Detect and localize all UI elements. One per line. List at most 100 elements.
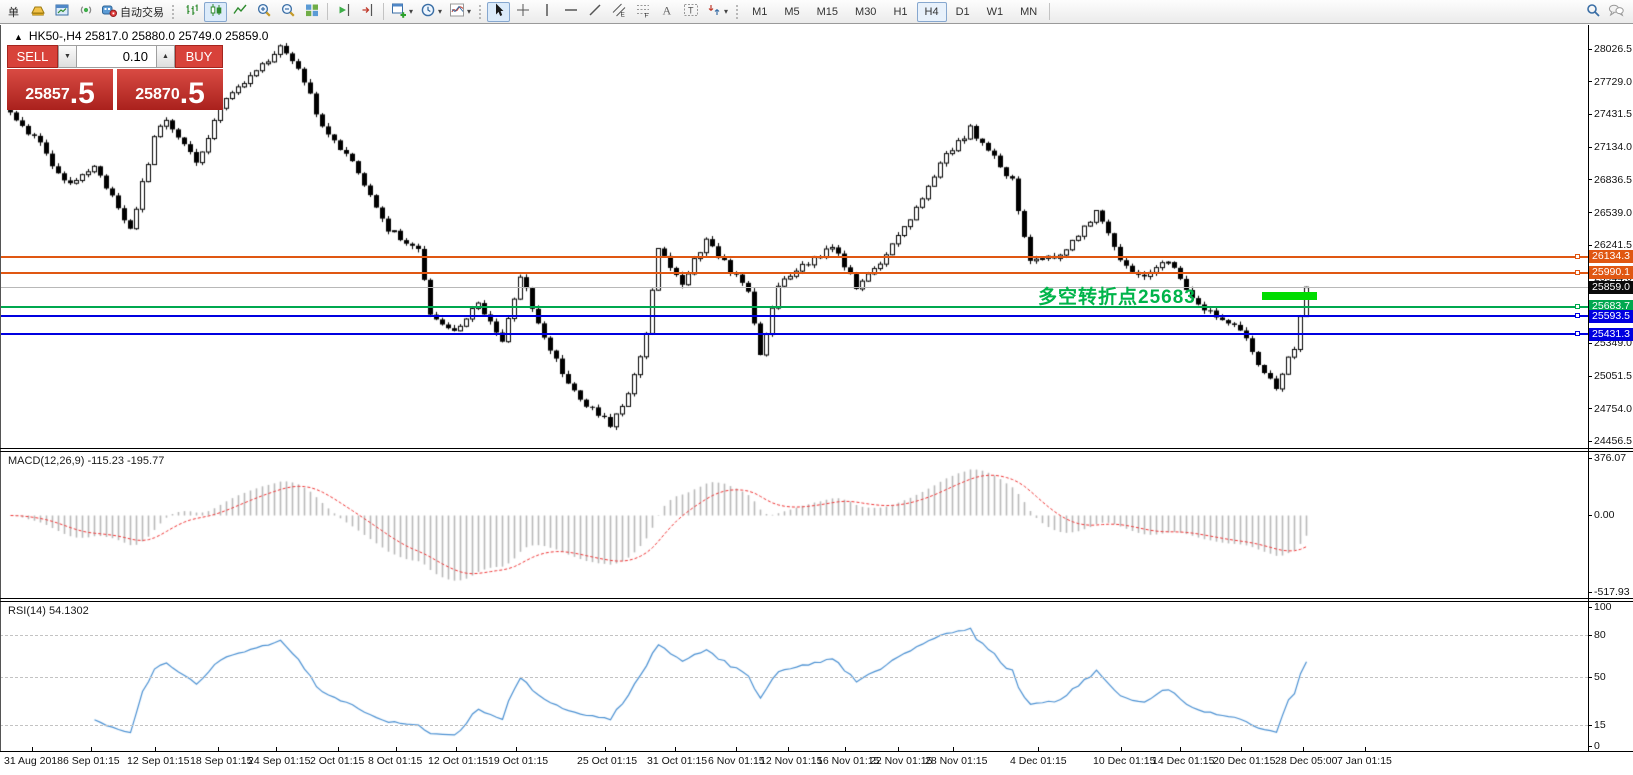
timeframe-m1-button[interactable]: M1 xyxy=(752,5,768,18)
text-icon: A xyxy=(659,2,675,21)
sell-price-display[interactable]: 25857.5 xyxy=(7,69,113,110)
volume-input[interactable] xyxy=(77,45,156,68)
macd-indicator-chart[interactable] xyxy=(0,452,1588,598)
price-badge: 25990.1 xyxy=(1589,266,1633,280)
resistance-line-1[interactable] xyxy=(0,253,1588,259)
text-label-button[interactable]: T xyxy=(679,2,702,22)
toolbar-grip xyxy=(171,3,176,20)
timeframe-h4-button[interactable]: H4 xyxy=(916,1,947,22)
price-tick-label: 26836.5 xyxy=(1594,173,1632,186)
periods-button[interactable]: ▾ xyxy=(417,2,445,22)
time-axis-label: 19 Oct 01:15 xyxy=(488,755,549,767)
time-tick xyxy=(396,747,397,751)
rsi-indicator-chart[interactable] xyxy=(0,602,1588,751)
vertical-line-button[interactable] xyxy=(535,2,558,22)
auto-scroll-button[interactable] xyxy=(332,2,355,22)
time-axis-label: 28 Dec 05:00 xyxy=(1275,755,1338,767)
time-axis-label: 2 Oct 01:15 xyxy=(310,755,365,767)
rsi-tick xyxy=(1588,746,1592,747)
volume-decrease-button[interactable]: ▼ xyxy=(58,45,77,68)
price-tick xyxy=(1588,212,1592,213)
zoom-out-button[interactable] xyxy=(276,2,299,22)
indicators-button[interactable]: ▾ xyxy=(446,2,474,22)
pane-separator[interactable] xyxy=(0,601,1633,602)
toolbar-separator xyxy=(1049,3,1051,20)
time-axis-line xyxy=(0,751,1633,752)
time-tick xyxy=(1303,747,1304,751)
price-tick xyxy=(1588,48,1592,50)
signals-button[interactable] xyxy=(74,2,97,22)
rsi-label: RSI(14) 54.1302 xyxy=(8,605,89,617)
chart-title: ▲ HK50-,H4 25817.0 25880.0 25749.0 25859.… xyxy=(14,29,268,43)
candlestick-chart-button[interactable] xyxy=(204,1,227,22)
autotrading-button[interactable]: 自动交易 xyxy=(98,2,167,22)
collapse-panel-icon[interactable]: ▲ xyxy=(14,32,23,42)
support-line-2-handle[interactable] xyxy=(1575,331,1580,337)
time-axis-label: 12 Sep 01:15 xyxy=(127,755,190,767)
pane-separator[interactable] xyxy=(0,451,1633,452)
vline-icon xyxy=(539,2,555,21)
pane-separator[interactable] xyxy=(0,448,1633,449)
timeframe-m30-button[interactable]: M30 xyxy=(855,5,877,18)
rsi-axis-label: 15 xyxy=(1594,719,1606,731)
highlight-bar[interactable] xyxy=(1262,292,1317,300)
fibonacci-button[interactable]: F xyxy=(631,2,654,22)
price-tick xyxy=(1588,440,1592,442)
current-price-line[interactable] xyxy=(0,286,1588,288)
search-button[interactable] xyxy=(1581,2,1604,22)
volume-increase-button[interactable]: ▲ xyxy=(156,45,175,68)
time-tick xyxy=(675,747,676,751)
gold-icon-button[interactable] xyxy=(26,2,49,22)
timeframe-mn-button[interactable]: MN xyxy=(1020,5,1038,18)
buy-price-display[interactable]: 25870.5 xyxy=(117,69,223,110)
price-tick-label: 24456.5 xyxy=(1594,435,1632,448)
timeframe-h1-button[interactable]: H1 xyxy=(893,5,908,18)
support-line-2[interactable] xyxy=(0,331,1588,337)
macd-label: MACD(12,26,9) -115.23 -195.77 xyxy=(8,455,165,467)
timeframe-d1-button[interactable]: D1 xyxy=(955,5,970,18)
channel-button[interactable]: E xyxy=(607,2,630,22)
chevron-down-icon[interactable]: ▾ xyxy=(438,7,443,16)
sell-button[interactable]: SELL xyxy=(7,45,58,68)
price-tick xyxy=(1588,179,1592,181)
crosshair-button[interactable] xyxy=(511,2,534,22)
timeframe-m15-button[interactable]: M15 xyxy=(816,5,839,18)
cursor-icon xyxy=(491,2,507,21)
chevron-down-icon[interactable]: ▾ xyxy=(724,7,729,16)
buy-button[interactable]: BUY xyxy=(175,45,223,68)
trendline-button[interactable] xyxy=(583,2,606,22)
resistance-line-1-handle[interactable] xyxy=(1575,253,1580,259)
resistance-line-2[interactable] xyxy=(0,269,1588,275)
pane-separator[interactable] xyxy=(0,598,1633,599)
chart-shift-button[interactable] xyxy=(356,2,379,22)
new-order-button[interactable]: 单 xyxy=(2,2,25,22)
pivot-line-handle[interactable] xyxy=(1575,303,1580,309)
turning-point-annotation[interactable]: 多空转折点25683 xyxy=(1038,287,1196,308)
zoomin-icon xyxy=(256,2,272,21)
zoom-in-button[interactable] xyxy=(252,2,275,22)
timeframe-w1-button[interactable]: W1 xyxy=(986,5,1004,18)
new-chart-button[interactable]: ▾ xyxy=(388,2,416,22)
main-price-chart[interactable] xyxy=(0,25,1588,448)
tile-windows-button[interactable] xyxy=(300,2,323,22)
horizontal-line-button[interactable] xyxy=(559,2,582,22)
chevron-down-icon[interactable]: ▾ xyxy=(467,7,472,16)
chat-button[interactable] xyxy=(1604,2,1627,22)
support-line-1[interactable] xyxy=(0,313,1588,319)
market-watch-button[interactable] xyxy=(50,2,73,22)
arrows-button[interactable]: ▾ xyxy=(703,2,731,22)
timeframe-m5-button[interactable]: M5 xyxy=(784,5,800,18)
support-line-1-handle[interactable] xyxy=(1575,313,1580,319)
label-icon: T xyxy=(683,2,699,21)
channel-icon: E xyxy=(611,2,627,21)
price-tick xyxy=(1588,408,1592,410)
chevron-down-icon[interactable]: ▾ xyxy=(409,7,414,16)
text-button[interactable]: A xyxy=(655,2,678,22)
pivot-line[interactable] xyxy=(0,303,1588,309)
price-badge: 25683.7 xyxy=(1589,300,1633,314)
candles-icon xyxy=(208,2,224,21)
resistance-line-2-handle[interactable] xyxy=(1575,269,1580,275)
line-chart-button[interactable] xyxy=(228,2,251,22)
bar-chart-button[interactable] xyxy=(180,2,203,22)
cursor-button[interactable] xyxy=(487,1,511,22)
